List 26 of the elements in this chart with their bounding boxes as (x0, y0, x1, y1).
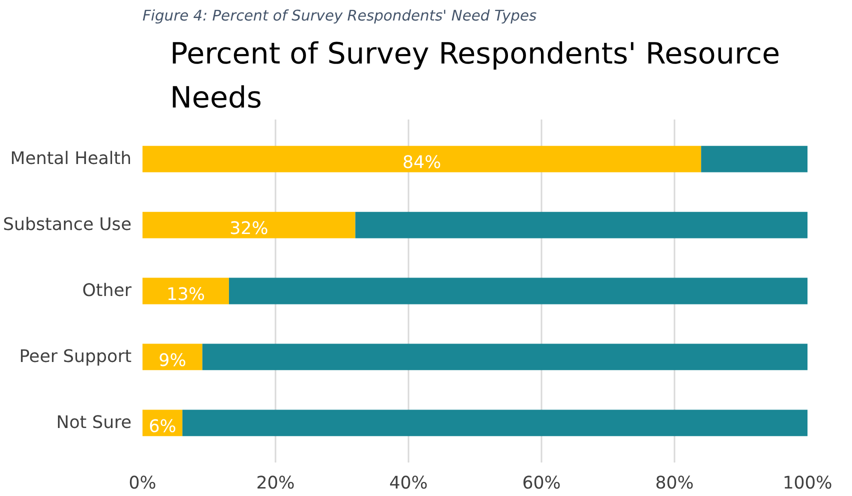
data-label: 84% (402, 153, 442, 174)
x-tick-label: 40% (389, 474, 428, 494)
data-label: 6% (148, 416, 176, 437)
y-tick-label: Other (82, 281, 132, 301)
y-tick-label: Substance Use (3, 215, 132, 236)
bar (142, 278, 229, 304)
bar (142, 146, 702, 172)
x-tick-label: 20% (256, 474, 295, 494)
y-tick-label: Not Sure (56, 412, 132, 433)
bar (182, 410, 808, 436)
bar (701, 146, 808, 172)
bar (355, 212, 808, 238)
caption: Figure 4: Percent of Survey Respondents' Need Types (142, 8, 537, 24)
y-tick-label: Peer Support (19, 346, 132, 367)
data-label: 13% (166, 285, 205, 305)
bar (202, 344, 808, 370)
x-tick-label: 60% (522, 474, 561, 494)
y-tick-label: Mental Health (10, 149, 132, 170)
x-tick-label: 100% (782, 474, 832, 494)
data-label: 9% (158, 350, 186, 371)
x-tick-label: 80% (655, 474, 694, 494)
bar (142, 212, 356, 238)
chart-title: Percent of Survey Respondents' Resource Needs (170, 36, 780, 114)
bar (228, 278, 808, 304)
data-label: 32% (230, 219, 268, 240)
x-tick-label: 0% (128, 474, 156, 494)
